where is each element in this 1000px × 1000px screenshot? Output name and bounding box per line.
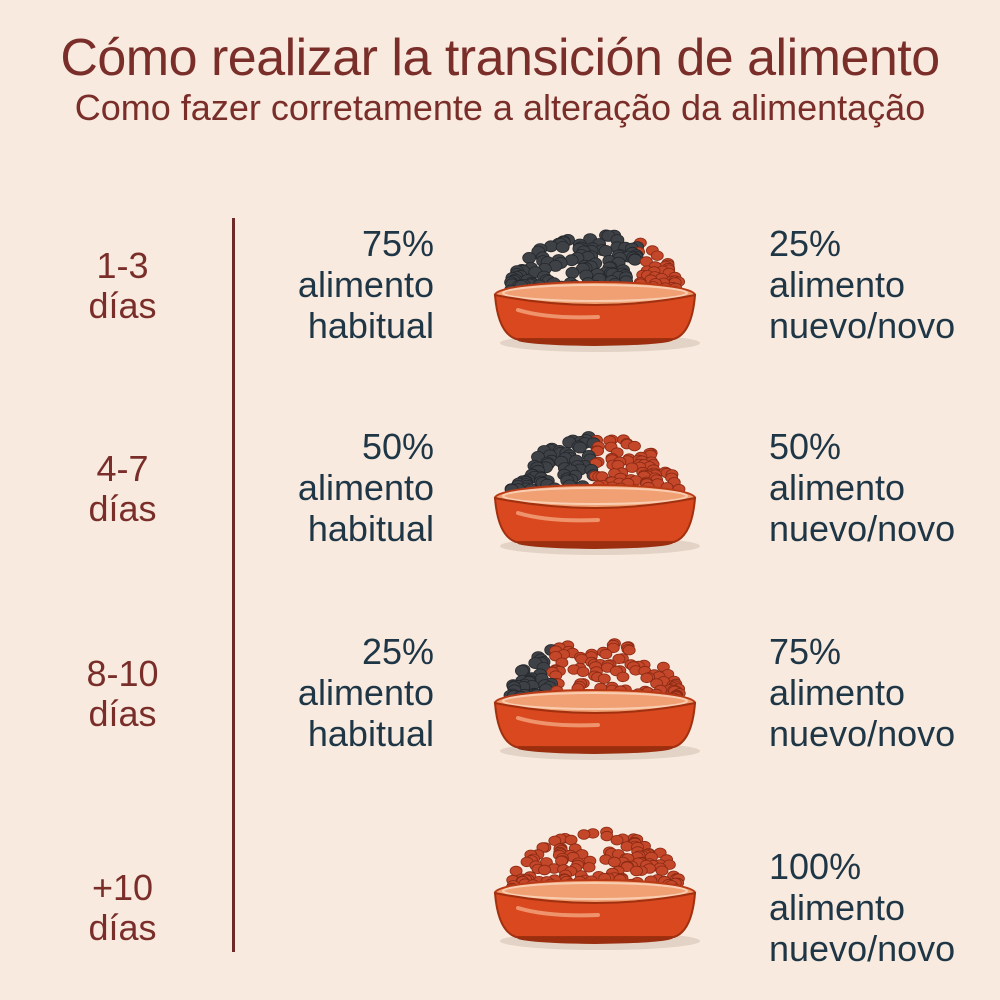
old-food-percent: 75%	[361, 223, 434, 264]
days-label: 1-3 días	[40, 246, 205, 326]
transition-row-3: 8-10 días 25% alimento habitual 75% alim…	[0, 618, 1000, 798]
old-food-percent: 50%	[361, 426, 434, 467]
new-food-label-line1: alimento	[769, 467, 906, 508]
page-title: Cómo realizar la transición de alimento	[60, 29, 940, 87]
new-food-share: 25% alimento nuevo/novo	[769, 223, 999, 346]
transition-row-1: 1-3 días 75% alimento habitual 25% alime…	[0, 210, 1000, 390]
food-bowl-icon	[493, 638, 700, 760]
days-unit: días	[88, 285, 157, 326]
old-food-label-line2: habitual	[307, 508, 434, 549]
transition-row-2: 4-7 días 50% alimento habitual 50% alime…	[0, 413, 1000, 593]
food-bowl-icon	[493, 229, 700, 352]
days-range: 8-10	[86, 653, 159, 694]
days-range: 4-7	[96, 448, 149, 489]
old-food-share: 50% alimento habitual	[174, 426, 434, 549]
timeline-divider	[232, 218, 235, 952]
new-food-share: 50% alimento nuevo/novo	[769, 426, 999, 549]
food-bowl-icon	[493, 431, 700, 555]
new-food-percent: 50%	[769, 426, 842, 467]
transition-row-4: +10 días 100% alimento nuevo/novo	[0, 808, 1000, 988]
new-food-label-line2: nuevo/novo	[769, 928, 956, 969]
page-subtitle: Como fazer corretamente a alteração da a…	[74, 87, 926, 128]
new-food-percent: 75%	[769, 631, 842, 672]
new-food-label-line2: nuevo/novo	[769, 713, 956, 754]
days-label: 4-7 días	[40, 449, 205, 529]
new-food-label-line1: alimento	[769, 672, 906, 713]
new-food-label-line2: nuevo/novo	[769, 305, 956, 346]
days-unit: días	[88, 693, 157, 734]
old-food-label-line1: alimento	[297, 467, 434, 508]
days-unit: días	[88, 907, 157, 948]
new-food-share: 75% alimento nuevo/novo	[769, 631, 999, 754]
old-food-percent: 25%	[361, 631, 434, 672]
new-food-label-line1: alimento	[769, 887, 906, 928]
old-food-label-line2: habitual	[307, 305, 434, 346]
old-food-label-line1: alimento	[297, 264, 434, 305]
new-food-label-line2: nuevo/novo	[769, 508, 956, 549]
new-food-share: 100% alimento nuevo/novo	[769, 846, 999, 969]
days-range: 1-3	[96, 245, 149, 286]
food-bowl-icon	[493, 826, 700, 950]
old-food-share: 25% alimento habitual	[174, 631, 434, 754]
days-unit: días	[88, 488, 157, 529]
old-food-share: 75% alimento habitual	[174, 223, 434, 346]
days-label: 8-10 días	[40, 654, 205, 734]
new-food-percent: 100%	[769, 846, 862, 887]
old-food-label-line1: alimento	[297, 672, 434, 713]
new-food-label-line1: alimento	[769, 264, 906, 305]
days-label: +10 días	[40, 868, 205, 948]
old-food-label-line2: habitual	[307, 713, 434, 754]
days-range: +10	[91, 867, 154, 908]
new-food-percent: 25%	[769, 223, 842, 264]
